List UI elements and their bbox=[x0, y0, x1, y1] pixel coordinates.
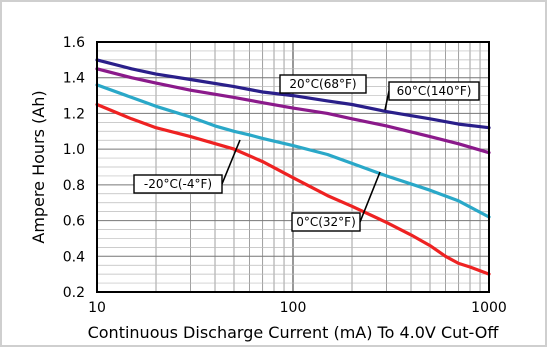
tick-labels: 0.2 0.4 0.6 0.8 1.0 1.2 1.4 1.6 10 100 1000 bbox=[63, 35, 507, 316]
annotations: 20°C(68°F) 60°C(140°F) -20°C(-4°F) 0°C(32°F… bbox=[133, 74, 480, 232]
plot-frame bbox=[96, 41, 490, 293]
annotation-label: 0°C(32°F) bbox=[296, 215, 356, 229]
y-tick-label: 0.2 bbox=[63, 285, 85, 301]
y-tick-label: 0.4 bbox=[63, 249, 85, 265]
series-line bbox=[95, 58, 491, 130]
annotation-box bbox=[388, 81, 480, 101]
series-line bbox=[95, 102, 491, 276]
annotation-box bbox=[279, 74, 367, 94]
y-tick-label: 1.0 bbox=[63, 142, 85, 158]
y-tick-label: 0.8 bbox=[63, 178, 85, 194]
series-line bbox=[95, 67, 491, 155]
y-tick-label: 0.6 bbox=[63, 214, 85, 230]
annotation-label: 20°C(68°F) bbox=[289, 77, 356, 91]
x-axis-label: Continuous Discharge Current (mA) To 4.0… bbox=[88, 323, 500, 342]
y-tick-label: 1.2 bbox=[63, 106, 85, 122]
x-tick-label: 1000 bbox=[471, 300, 507, 316]
annotation-label: 60°C(140°F) bbox=[397, 84, 472, 98]
y-tick-label: 1.6 bbox=[63, 35, 85, 51]
annotation-box bbox=[291, 212, 361, 232]
annotation-box bbox=[133, 174, 223, 194]
y-axis-label: Ampere Hours (Ah) bbox=[29, 90, 48, 243]
y-tick-label: 1.4 bbox=[63, 71, 85, 87]
annotation-leader bbox=[221, 139, 241, 185]
x-tick-label: 10 bbox=[88, 300, 106, 316]
series-line bbox=[95, 83, 491, 219]
annotation-leader bbox=[359, 171, 381, 223]
series-layer bbox=[95, 58, 491, 276]
annotation-label: -20°C(-4°F) bbox=[144, 177, 212, 191]
x-tick-label: 100 bbox=[280, 300, 307, 316]
